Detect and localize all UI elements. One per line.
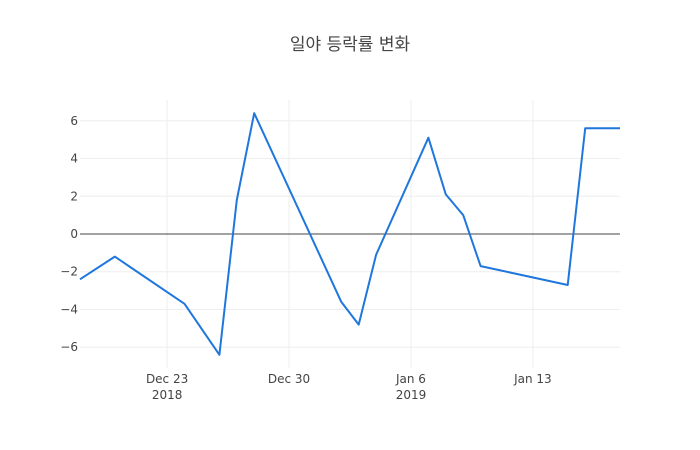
y-tick-label: 0 bbox=[70, 227, 78, 241]
series-layer bbox=[79, 112, 620, 356]
y-tick-label: 2 bbox=[70, 189, 78, 203]
y-tick-label: 4 bbox=[70, 152, 78, 166]
grid bbox=[80, 100, 620, 368]
y-tick-label: −2 bbox=[60, 265, 78, 279]
y-tick-label: 6 bbox=[70, 114, 78, 128]
x-tick-year-label: 2018 bbox=[152, 388, 183, 402]
x-tick-year-label: 2019 bbox=[396, 388, 427, 402]
y-tick-label: −4 bbox=[60, 302, 78, 316]
chart-title: 일야 등락률 변화 bbox=[290, 35, 411, 55]
x-tick-label: Jan 13 bbox=[513, 372, 552, 386]
x-tick-label: Dec 23 bbox=[146, 372, 188, 386]
axes: Dec 23 2018 Dec 30 Jan 6 2019 Jan 13 6 4 2 0 −2 −4 −… bbox=[60, 114, 620, 402]
series-line bbox=[79, 112, 620, 356]
y-tick-label: −6 bbox=[60, 340, 78, 354]
x-tick-label: Jan 6 bbox=[395, 372, 426, 386]
x-tick-label: Dec 30 bbox=[268, 372, 310, 386]
